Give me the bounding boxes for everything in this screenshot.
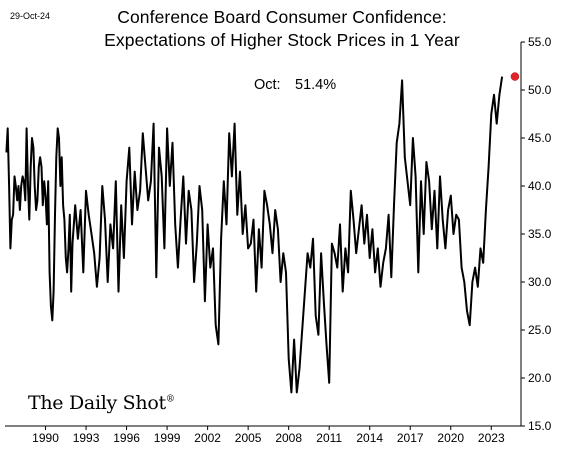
y-tick-label: 20.0 <box>528 371 552 385</box>
y-tick-label: 15.0 <box>528 419 552 433</box>
date-stamp: 29-Oct-24 <box>10 11 51 21</box>
x-tick-label: 2008 <box>275 431 302 445</box>
chart-title: Conference Board Consumer Confidence: <box>117 7 447 27</box>
x-tick-label: 2005 <box>235 431 262 445</box>
chart-subtitle: Expectations of Higher Stock Prices in 1… <box>104 30 460 50</box>
x-tick-label: 1999 <box>154 431 181 445</box>
y-tick-label: 50.0 <box>528 83 552 97</box>
x-tick-label: 2002 <box>194 431 221 445</box>
y-tick-label: 45.0 <box>528 131 552 145</box>
y-tick-label: 30.0 <box>528 275 552 289</box>
annotation-label: Oct: <box>254 77 281 93</box>
logo-text: The Daily Shot <box>28 392 166 414</box>
x-tick-label: 2020 <box>437 431 464 445</box>
annotation-value: 51.4% <box>295 77 337 93</box>
y-tick-label: 35.0 <box>528 227 552 241</box>
registered-mark: ® <box>165 394 175 405</box>
x-tick-label: 2023 <box>478 431 505 445</box>
series-line <box>5 76 504 394</box>
x-tick-label: 2017 <box>397 431 424 445</box>
x-tick-label: 1990 <box>32 431 59 445</box>
x-tick-label: 2014 <box>356 431 383 445</box>
last-point-marker <box>510 72 520 81</box>
x-tick-label: 1993 <box>73 431 100 445</box>
y-tick-label: 40.0 <box>528 179 552 193</box>
y-tick-label: 25.0 <box>528 323 552 337</box>
x-tick-label: 2011 <box>316 431 342 445</box>
daily-shot-logo: The Daily Shot® <box>28 392 175 414</box>
y-tick-label: 55.0 <box>528 35 552 49</box>
x-tick-label: 1996 <box>113 431 140 445</box>
